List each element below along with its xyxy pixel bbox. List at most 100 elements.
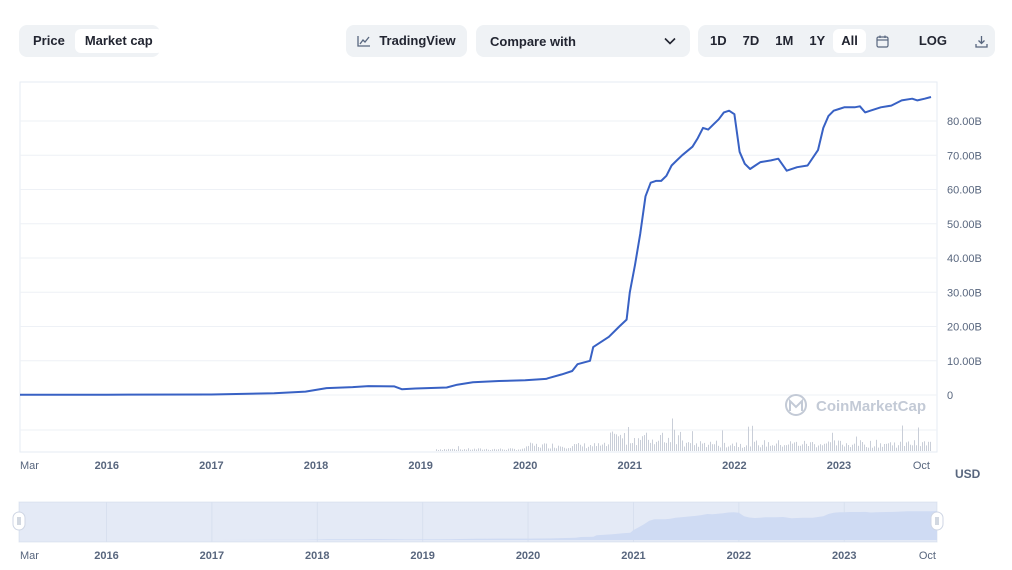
volume-bar [714,444,715,451]
volume-bar [516,450,517,451]
volume-bar [450,449,451,451]
volume-bar [864,444,865,451]
volume-bar [458,446,459,451]
volume-bar [670,442,671,451]
range-7d-button[interactable]: 7D [742,33,760,48]
volume-bar [916,445,917,451]
x-tick-label: Mar [20,460,39,472]
volume-bar [650,442,651,451]
log-scale-button[interactable]: LOG [918,33,948,48]
volume-bar [582,446,583,451]
volume-bar [838,440,839,451]
volume-bar [448,448,449,451]
volume-bar [584,443,585,451]
price-tab[interactable]: Price [33,33,65,48]
volume-bar [588,446,589,451]
volume-bar [566,448,567,451]
volume-bar [674,429,675,451]
volume-bar [552,443,553,451]
volume-bar [620,434,621,451]
volume-bar [684,446,685,451]
volume-bar [436,449,437,451]
x-tick-label: 2016 [95,460,119,472]
volume-bar [746,445,747,451]
coinmarketcap-logo-icon [785,394,807,416]
volume-bar [910,444,911,451]
volume-bar [860,440,861,451]
volume-bar [890,442,891,451]
volume-bar [668,437,669,451]
range-all-button[interactable]: All [833,29,866,53]
chart-type-switch: Price Market cap [19,25,163,57]
volume-bar [804,440,805,451]
download-button[interactable] [967,29,996,53]
volume-bar [666,442,667,451]
volume-bar [452,448,453,451]
volume-bar [472,449,473,451]
volume-bar [900,441,901,451]
volume-bar [578,443,579,451]
x-tick-label: 2023 [827,460,851,472]
navigator-right-handle[interactable] [930,511,944,531]
volume-bar [500,448,501,451]
y-tick-label: 60.00B [947,185,982,197]
range-1m-button[interactable]: 1M [775,33,794,48]
volume-bar [656,441,657,451]
volume-bar [704,442,705,451]
compare-with-select[interactable]: Compare with [476,25,690,57]
volume-bar [842,444,843,451]
volume-bar [908,441,909,451]
volume-bar [646,432,647,451]
volume-bar [606,446,607,451]
range-1y-button[interactable]: 1Y [809,33,826,48]
series-line [20,96,932,396]
calendar-button[interactable] [866,29,899,53]
volume-bar [470,449,471,451]
volume-bar [762,444,763,451]
navigator-selection [19,502,937,542]
market-cap-tab[interactable]: Market cap [74,29,163,53]
range-navigator[interactable]: Mar 2016 2017 2018 2019 2020 2021 2022 2023 Oct [12,501,944,562]
volume-bar [496,449,497,451]
x-tick-label: 2017 [199,460,223,472]
volume-bar [596,446,597,451]
range-1d-button[interactable]: 1D [710,33,727,48]
volume-bar [488,449,489,451]
tradingview-button[interactable]: TradingView [346,25,467,57]
volume-bar [776,443,777,451]
volume-bar [742,447,743,451]
volume-bar [854,443,855,451]
volume-bar [926,445,927,451]
volume-bar [730,445,731,451]
volume-bar [884,444,885,451]
navigator-left-handle[interactable] [12,511,26,531]
volume-bar [680,431,681,451]
x-axis-labels: Mar 2016 2017 2018 2019 2020 2021 2022 2023 Oct [20,460,930,472]
navigator-x-tick-label: Mar [20,550,39,562]
volume-bar [510,448,511,451]
volume-bar [800,445,801,451]
volume-bar [750,446,751,451]
volume-bar [480,448,481,451]
volume-bar [550,448,551,451]
volume-bar [522,448,523,451]
volume-bar [930,441,931,451]
volume-bar [796,441,797,451]
y-tick-label: 20.00B [947,322,982,334]
volume-bar [822,445,823,451]
volume-bar [602,444,603,451]
volume-bar [576,444,577,451]
volume-bar [814,444,815,451]
volume-bar [824,443,825,451]
time-range-switch: 1D 7D 1M 1Y All LOG [698,25,995,57]
volume-bar [766,446,767,451]
volume-bar [752,425,753,451]
watermark-text: CoinMarketCap [816,398,926,415]
volume-bar [928,441,929,451]
volume-bar [826,443,827,451]
volume-bar [850,447,851,451]
volume-bar [462,449,463,451]
volume-bar [508,448,509,451]
volume-bar [772,445,773,451]
volume-bar [782,446,783,451]
